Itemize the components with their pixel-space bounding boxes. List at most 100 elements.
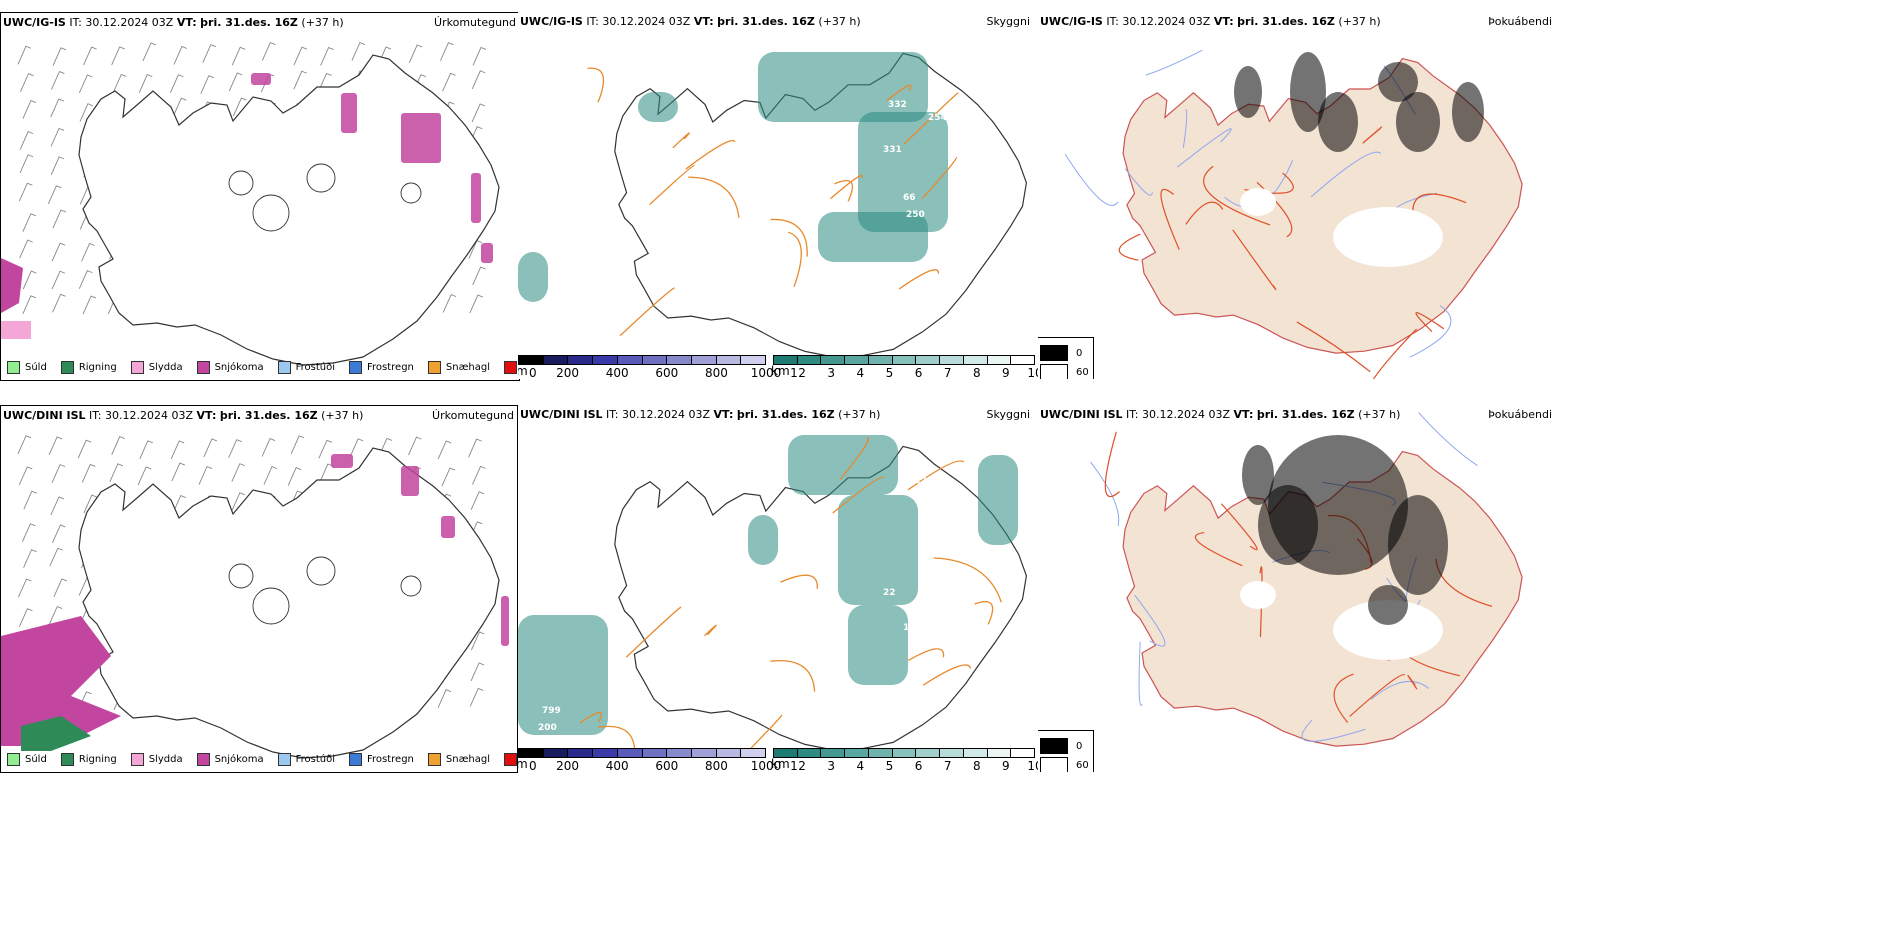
wind-barb	[19, 154, 34, 173]
river	[1418, 412, 1478, 467]
legend-label: Súld	[25, 754, 47, 765]
legend-label: Slydda	[148, 362, 183, 373]
header-row2-cloud: UWC/DINI ISL IT: 30.12.2024 03Z VT: þri.…	[520, 408, 881, 421]
wind-barb	[287, 467, 302, 486]
wind-barb	[22, 295, 37, 314]
colorbar-unit: m	[518, 364, 528, 378]
wind-barb	[470, 491, 485, 511]
wind-barb	[20, 73, 34, 92]
colorbar-tick: 3	[827, 759, 836, 772]
snow-area	[481, 243, 493, 263]
legend-swatch	[196, 753, 210, 766]
road	[1372, 328, 1418, 379]
snow-area	[471, 173, 481, 223]
wind-barb	[22, 99, 37, 119]
colorbar-tick: 3	[827, 366, 836, 379]
wind-barb	[472, 266, 486, 286]
visibility-area	[978, 455, 1018, 545]
snow-area	[341, 93, 357, 133]
wind-barb	[349, 438, 364, 458]
height-colorbar-row1: m 0 200 400 600 800 1000	[518, 355, 781, 379]
legend-label: Súld	[25, 362, 47, 373]
colorbar-tick: 0	[529, 366, 537, 379]
colorbar-tick: 800	[704, 759, 728, 772]
road	[1259, 566, 1263, 638]
wind-barb	[468, 438, 482, 458]
cloud-title: Skyggni	[986, 408, 1030, 421]
wind-barb	[23, 490, 37, 510]
wind-barb	[203, 438, 218, 458]
colorbar-tick: 600	[655, 366, 679, 379]
wind-barb	[17, 435, 32, 454]
road	[903, 92, 959, 145]
wind-barb	[18, 466, 33, 486]
visibility-area	[818, 212, 928, 262]
wind-barb	[112, 73, 127, 93]
fog-panel-row2: UWC/DINI ISL IT: 30.12.2024 03Z VT: þri.…	[1038, 405, 1558, 772]
glacier-outline	[306, 556, 336, 586]
wind-barb	[471, 70, 486, 90]
colorbar-segments	[518, 355, 766, 365]
fog-indicator	[1396, 92, 1440, 152]
visibility-value: 432	[948, 528, 967, 538]
wind-barb	[319, 463, 334, 483]
wind-barb	[82, 295, 97, 315]
river	[1145, 49, 1203, 76]
header-row2-precip: UWC/DINI ISL IT: 30.12.2024 03Z VT: þri.…	[3, 409, 364, 422]
colorbar-tick: 6	[914, 366, 923, 379]
wind-barb	[52, 209, 67, 229]
rain-area-sw	[21, 716, 91, 751]
road	[688, 176, 740, 218]
colorbar-tick: 4	[856, 759, 865, 772]
wind-barb	[290, 435, 305, 455]
wind-barb	[351, 41, 366, 61]
visibility-value: 12	[918, 530, 931, 540]
visibility-value: 66	[903, 193, 916, 203]
road	[770, 659, 816, 692]
legend-swatch	[130, 753, 144, 766]
road	[974, 600, 994, 625]
wind-barb	[232, 97, 247, 117]
wind-barb	[231, 492, 245, 512]
road	[587, 67, 605, 103]
road	[1232, 229, 1277, 291]
road	[830, 174, 863, 200]
visibility-value: 887	[968, 120, 987, 130]
colorbar-tick: 9	[1002, 759, 1010, 772]
fog-panel-row1: UWC/IG-IS IT: 30.12.2024 03Z VT: þri. 31…	[1038, 12, 1558, 379]
legend-swatch	[504, 361, 518, 374]
wind-barb	[50, 156, 65, 176]
glacier-outline	[252, 587, 290, 625]
road	[770, 218, 808, 257]
legend-swatch	[277, 753, 291, 766]
road	[1194, 531, 1243, 567]
wind-barb	[53, 578, 68, 598]
visibility-value: 314	[958, 133, 977, 143]
road	[780, 574, 818, 589]
road	[832, 476, 885, 514]
legend-swatch	[427, 361, 441, 374]
visibility-value: 92	[928, 540, 941, 550]
wind-barb	[78, 270, 93, 289]
height-colorbar-row2: m 0 200 400 600 800 1000	[518, 748, 781, 772]
road	[1185, 201, 1224, 225]
legend-label: Frostregn	[367, 754, 414, 765]
fog-indicator	[1290, 52, 1326, 132]
road	[1118, 233, 1141, 261]
legend-item: Slydda	[130, 361, 183, 374]
legend-label: Slydda	[148, 754, 183, 765]
wind-barb	[52, 47, 67, 66]
road	[1296, 321, 1371, 373]
header-row1-cloud: UWC/IG-IS IT: 30.12.2024 03Z VT: þri. 31…	[520, 15, 861, 28]
precip-map-row1	[1, 41, 500, 366]
wind-barb	[21, 523, 36, 542]
wind-barb	[231, 46, 246, 66]
wind-barb	[318, 439, 333, 459]
fog-map-row2	[1090, 412, 1523, 747]
colorbar-tick: 10	[1027, 366, 1038, 379]
colorbar-segments	[773, 355, 1035, 365]
header-row2-fog: UWC/DINI ISL IT: 30.12.2024 03Z VT: þri.…	[1040, 408, 1401, 421]
wind-barb	[470, 662, 485, 682]
colorbar-tick: 1	[790, 366, 798, 379]
glacier-outline	[228, 563, 254, 589]
